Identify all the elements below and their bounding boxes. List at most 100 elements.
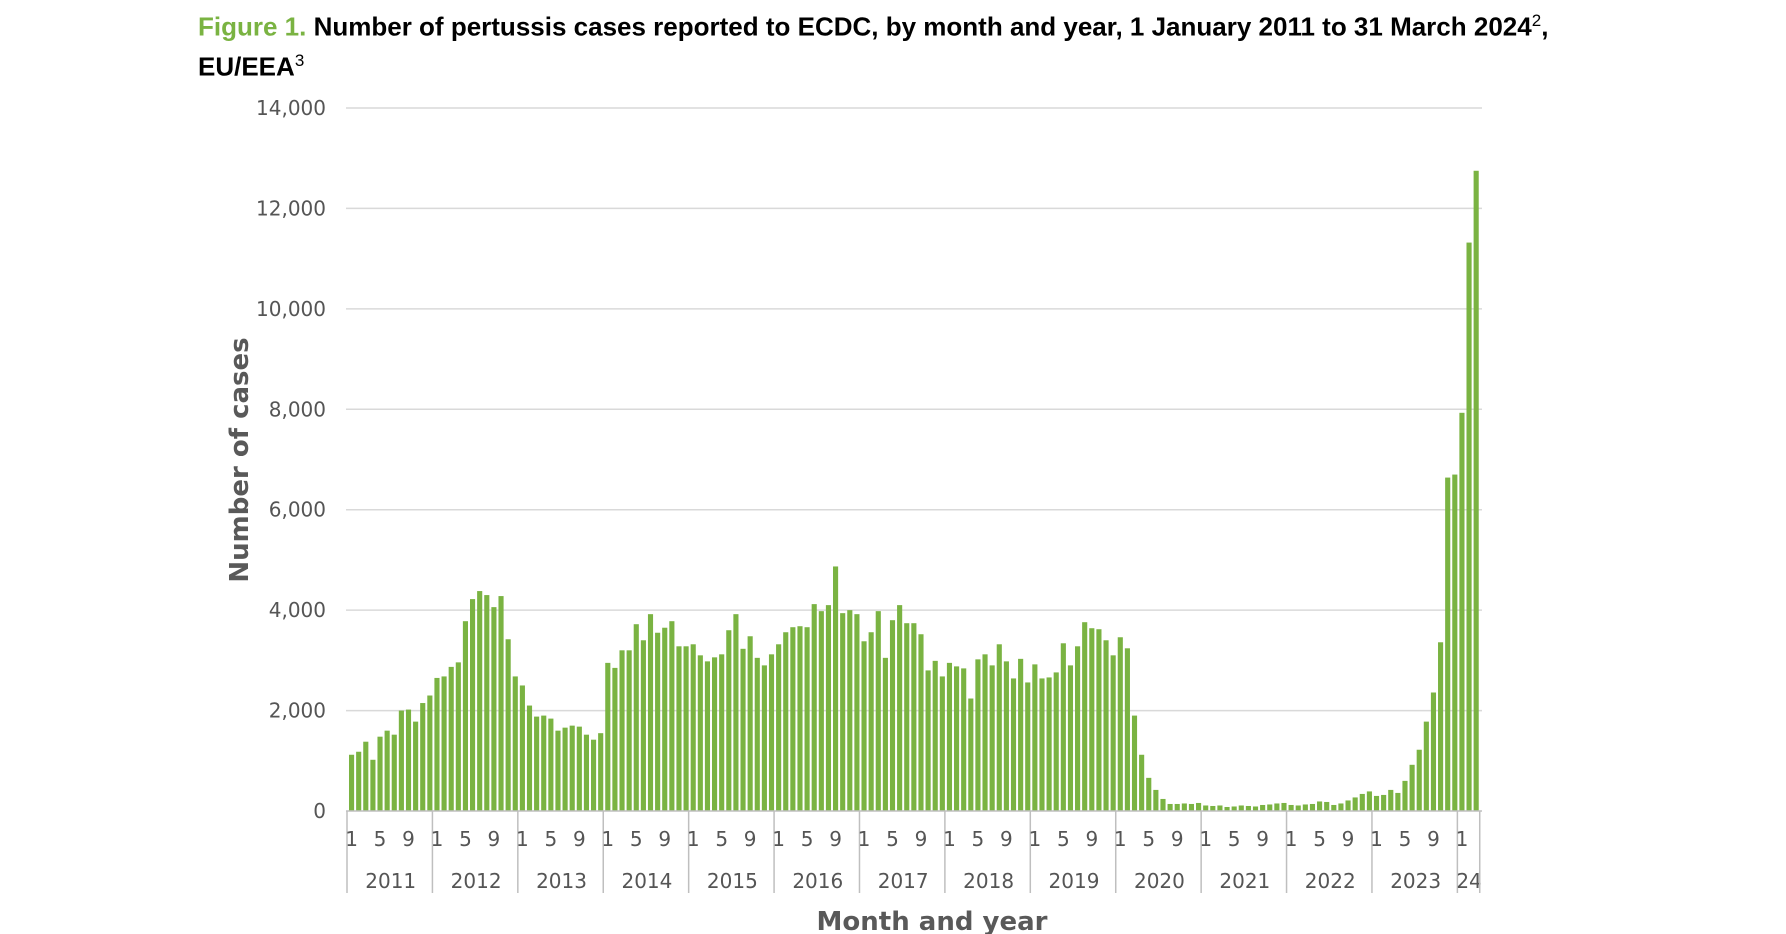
bar [1302, 804, 1308, 811]
bar [1309, 803, 1316, 811]
bar [1025, 682, 1031, 811]
x-month-label: 9 [402, 827, 415, 851]
bar [954, 666, 960, 811]
bar [776, 644, 782, 811]
bar [583, 734, 590, 811]
bar [733, 614, 739, 811]
x-month-label: 1 [601, 827, 614, 851]
bar [761, 665, 767, 811]
bar [840, 613, 846, 811]
bar [697, 655, 703, 811]
bar [1003, 661, 1009, 811]
bar [1224, 806, 1230, 811]
bar [626, 650, 632, 811]
bar [647, 614, 654, 811]
bar [576, 726, 582, 811]
x-month-label: 1 [1370, 827, 1383, 851]
bar [398, 710, 404, 811]
bar [925, 670, 931, 811]
bar [683, 646, 689, 811]
bar [1252, 806, 1259, 811]
x-month-label: 5 [544, 827, 557, 851]
bar [783, 632, 789, 811]
bar [861, 641, 867, 811]
x-year-label: 2018 [963, 869, 1014, 893]
bar [1053, 672, 1059, 811]
bar [1231, 806, 1237, 811]
bar [1018, 658, 1024, 811]
bar [1395, 792, 1401, 811]
bar [726, 630, 732, 811]
bar [747, 636, 753, 811]
x-month-label: 1 [943, 827, 956, 851]
footnote-ref-2: 2 [1531, 11, 1542, 30]
bar [833, 566, 839, 811]
x-month-label: 9 [915, 827, 928, 851]
bar [1445, 477, 1451, 811]
bar [968, 698, 974, 811]
figure-title: Figure 1. Number of pertussis cases repo… [198, 4, 1598, 83]
bar [1402, 780, 1408, 811]
x-year-label: 2016 [792, 869, 843, 893]
bar [882, 657, 888, 811]
gridlines [346, 107, 1482, 712]
x-month-label: 1 [858, 827, 871, 851]
bar [441, 676, 447, 811]
x-month-label: 1 [1029, 827, 1042, 851]
y-tick-label: 4,000 [269, 598, 326, 622]
bar [1067, 665, 1074, 811]
x-month-label: 5 [972, 827, 985, 851]
bar [1117, 637, 1123, 811]
bar [811, 604, 817, 811]
y-tick-label: 12,000 [256, 196, 326, 220]
bar [541, 715, 547, 811]
x-month-label: 9 [573, 827, 586, 851]
bar [1423, 721, 1429, 811]
x-month-label: 9 [829, 827, 842, 851]
bar [498, 596, 504, 811]
bar [1345, 800, 1351, 811]
x-year-label: 2019 [1049, 869, 1100, 893]
bar [1032, 664, 1038, 811]
bar [384, 730, 390, 811]
bar [491, 607, 497, 811]
x-month-label: 1 [772, 827, 785, 851]
bar [1245, 805, 1251, 811]
bar [598, 733, 604, 811]
x-year-label: 2014 [621, 869, 672, 893]
footnote-ref-3: 3 [294, 50, 305, 70]
bar [1267, 804, 1273, 811]
bar [1260, 804, 1266, 811]
bar [512, 676, 518, 811]
bar [356, 751, 362, 811]
x-month-label: 9 [744, 827, 757, 851]
bar [1167, 803, 1173, 811]
x-month-label: 9 [1256, 827, 1269, 851]
bar [1381, 794, 1387, 811]
bar [1181, 803, 1187, 811]
bar [391, 734, 397, 811]
bar [363, 741, 369, 811]
bar [875, 611, 881, 811]
bar [982, 654, 988, 811]
x-year-label: 2017 [878, 869, 929, 893]
bar [1416, 749, 1422, 811]
y-tick-label: 6,000 [269, 498, 326, 522]
bar [1153, 789, 1159, 811]
bar [640, 640, 646, 811]
bar [1359, 793, 1365, 811]
bar [405, 709, 412, 811]
bar [1338, 803, 1344, 811]
figure-title-main: Number of pertussis cases reported to EC… [313, 11, 1532, 42]
y-axis-title: Number of cases [225, 337, 255, 582]
x-year-label: 2012 [451, 869, 502, 893]
bar [1324, 801, 1330, 811]
bar [889, 620, 896, 811]
bar [562, 727, 568, 811]
x-month-label: 1 [687, 827, 700, 851]
bar [847, 610, 853, 811]
bar [932, 660, 938, 811]
bar [605, 662, 611, 811]
bar [1146, 777, 1152, 811]
bar [740, 648, 746, 811]
